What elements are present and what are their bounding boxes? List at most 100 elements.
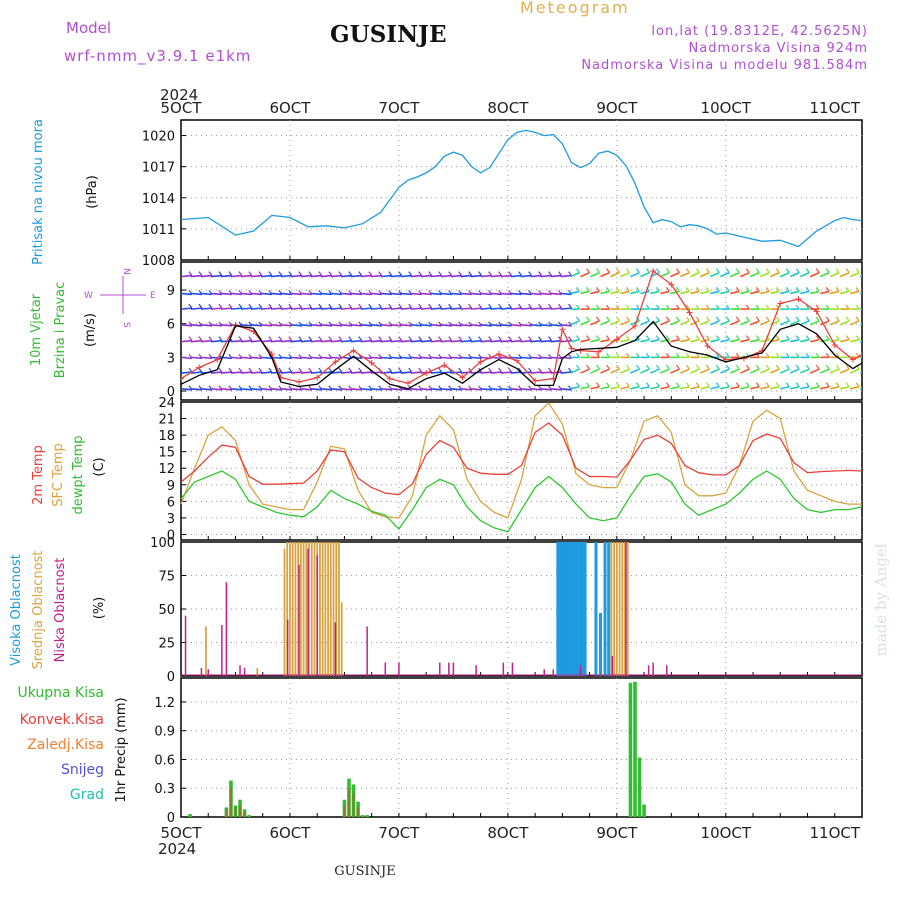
wind-barb (645, 335, 650, 341)
wind-barb (510, 324, 522, 327)
wind-barb (789, 320, 800, 326)
wind-barb (430, 292, 442, 296)
wind-barb (520, 292, 532, 296)
wind-barb (540, 307, 552, 310)
cloud-bar-low (543, 669, 545, 676)
wind-barb (220, 387, 233, 391)
cloud-bar-low (334, 622, 337, 676)
wind-barb (410, 324, 422, 327)
wind-barb (645, 382, 650, 388)
wind-barb (468, 336, 473, 342)
cloud-label-1: Visoka Oblacnost (9, 554, 24, 666)
wind-barb (440, 274, 452, 278)
wind-barb (190, 387, 203, 391)
wind-barb (230, 274, 243, 278)
wind-barb (779, 368, 790, 374)
wind-barb (685, 304, 690, 310)
wind-barb (560, 292, 572, 296)
wind-compass-icon: N S W E (84, 268, 156, 328)
wind-barb (730, 320, 740, 326)
wind-barb (490, 274, 502, 278)
wind-barb (855, 382, 860, 388)
wind-barb (290, 356, 302, 360)
cloud-bar-low (366, 626, 368, 676)
wind-barb (480, 274, 492, 278)
wind-barb (518, 271, 523, 276)
wind-barb (350, 371, 362, 374)
wind-barb (210, 324, 223, 327)
wind-barb (338, 367, 343, 373)
wind-barb (288, 271, 293, 276)
wind-barb (825, 353, 830, 358)
cloud-bar-low (207, 669, 209, 676)
wind-barb (198, 303, 203, 309)
wind-barb (518, 367, 523, 373)
time-label-bottom: 11OCT (809, 824, 860, 842)
wind-barb (370, 292, 382, 296)
wind-barb (448, 336, 453, 342)
wind-barb (616, 364, 620, 370)
wind-barb (368, 271, 373, 276)
cloud-bar-high (561, 542, 565, 676)
cloud-bar-high (598, 613, 602, 676)
wind-barb (478, 303, 483, 309)
wind-barb (520, 356, 532, 360)
wind-barb (248, 367, 253, 373)
precip-bar-total (642, 804, 646, 817)
wind-barb (558, 303, 563, 309)
wind-barb (340, 307, 352, 310)
cloud-bar-mid (621, 542, 624, 676)
wind-barb (310, 274, 322, 278)
wind-barb (250, 307, 262, 310)
compass-w: W (84, 291, 93, 301)
temp-unit: (C) (92, 457, 107, 476)
wind-barb (548, 271, 553, 276)
wind-barb (655, 353, 660, 358)
wind-barb (830, 385, 840, 390)
wind-barb (390, 307, 402, 310)
wind-barb (645, 316, 650, 322)
wind-barb (518, 303, 523, 309)
wind-barb (616, 316, 620, 322)
wind-barb (590, 338, 600, 343)
wind-barb (680, 320, 690, 326)
wind-barb (710, 338, 720, 343)
wind-barb (625, 287, 630, 292)
wind-barb (655, 316, 660, 322)
wind-barb (560, 356, 572, 360)
wind-barb (660, 271, 670, 278)
wind-barb (480, 307, 492, 310)
wind-barb (720, 271, 730, 278)
wind-barb (795, 316, 800, 322)
wind-barb (450, 356, 462, 360)
wind-barb (418, 336, 423, 342)
wind-barb (580, 320, 590, 326)
wind-barb (785, 353, 790, 358)
wind-barb (675, 268, 680, 273)
wind-barb (675, 353, 680, 358)
wind-barb (570, 338, 580, 343)
wind-barb (765, 335, 770, 341)
wind-barb (380, 307, 392, 310)
wind-barb (390, 292, 402, 296)
panel-grids (181, 120, 862, 818)
wind-barb (745, 364, 750, 370)
wind-barb (715, 304, 720, 310)
wind-barb (660, 320, 670, 326)
wind-barbs (181, 267, 862, 391)
cloud-bar-mid (313, 542, 316, 676)
wind-barb (408, 303, 413, 309)
time-label-bottom: 8OCT (487, 824, 529, 842)
wind-barb (685, 353, 690, 358)
wind-barb (458, 303, 463, 309)
wind-barb (755, 287, 760, 292)
wind-barb (750, 290, 760, 295)
wind-barb (290, 339, 302, 343)
wind-barb (759, 271, 770, 278)
wind-barb (360, 371, 372, 374)
pressure-unit: (hPa) (85, 175, 100, 209)
wind-barb (710, 271, 720, 278)
wind-barb (785, 335, 790, 341)
temp-dewpt-line (180, 470, 863, 533)
wind-barb (860, 387, 862, 390)
